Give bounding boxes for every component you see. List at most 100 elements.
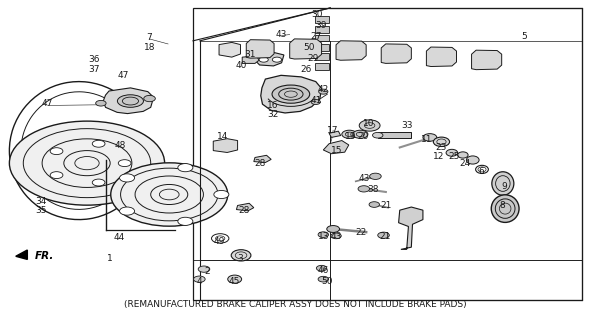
Circle shape [353,130,368,138]
Text: 42: 42 [318,85,329,94]
Polygon shape [426,47,456,67]
Bar [314,63,329,70]
Circle shape [378,232,389,238]
Text: 39: 39 [315,21,327,30]
Text: 1: 1 [108,254,113,263]
Text: 21: 21 [379,232,391,241]
Ellipse shape [9,121,165,205]
Text: 12: 12 [433,152,445,161]
Polygon shape [242,56,259,63]
Polygon shape [254,155,271,163]
Text: 10: 10 [363,119,375,128]
Text: 40: 40 [235,61,247,70]
Polygon shape [246,40,274,58]
Polygon shape [103,88,154,114]
Text: 28: 28 [254,159,265,168]
Circle shape [119,174,135,182]
Circle shape [194,276,205,282]
Polygon shape [255,52,284,66]
Text: 44: 44 [114,233,125,242]
Text: 34: 34 [35,197,46,206]
Text: 2: 2 [204,267,210,276]
Text: 33: 33 [401,121,413,130]
Text: 47: 47 [42,99,53,108]
Text: 25: 25 [448,152,459,161]
Text: 29: 29 [307,53,319,63]
Text: 23: 23 [436,143,447,152]
Circle shape [92,140,105,147]
Text: 37: 37 [89,65,100,74]
Bar [378,132,411,138]
Text: 35: 35 [35,206,47,215]
Circle shape [214,190,229,199]
Circle shape [50,172,63,179]
Ellipse shape [272,85,310,103]
Text: 15: 15 [332,146,343,155]
Circle shape [198,266,210,272]
Circle shape [423,134,437,141]
Text: 8: 8 [499,201,505,210]
Text: 50: 50 [321,277,333,286]
Circle shape [311,100,320,105]
Ellipse shape [492,172,514,195]
Text: 20: 20 [358,132,369,141]
Text: 36: 36 [89,55,100,64]
Circle shape [178,164,193,172]
Circle shape [92,179,105,186]
Text: 7: 7 [147,33,152,42]
Ellipse shape [446,149,457,156]
Bar [314,44,329,51]
Polygon shape [336,41,366,60]
Text: 41: 41 [310,96,322,105]
Text: 13: 13 [317,232,329,241]
Text: 43: 43 [330,232,342,241]
Circle shape [318,232,329,237]
Text: 48: 48 [115,141,126,150]
Text: 6: 6 [478,167,483,176]
Circle shape [178,217,193,225]
Text: 17: 17 [327,126,339,135]
Circle shape [358,186,369,192]
Ellipse shape [457,152,468,158]
Text: 47: 47 [117,71,129,80]
Ellipse shape [231,250,251,261]
Polygon shape [16,250,27,260]
Text: 43: 43 [358,174,369,183]
Ellipse shape [118,95,144,107]
Circle shape [96,100,106,106]
Ellipse shape [466,156,479,164]
Text: 3: 3 [237,254,243,263]
Text: 21: 21 [380,201,392,210]
Polygon shape [236,203,254,211]
Text: 49: 49 [213,237,225,246]
Circle shape [316,265,327,271]
Text: 14: 14 [217,132,229,141]
Circle shape [372,132,383,138]
Text: 50: 50 [304,43,315,52]
Text: 32: 32 [267,110,278,119]
Text: 43: 43 [276,30,287,39]
Circle shape [318,276,329,282]
Bar [314,26,329,33]
Text: FR.: FR. [35,251,54,261]
Text: 28: 28 [239,206,250,215]
Text: 30: 30 [312,10,323,19]
Text: 9: 9 [501,182,507,191]
Text: 22: 22 [355,228,366,236]
Bar [314,53,329,60]
Circle shape [119,207,135,215]
Ellipse shape [111,163,228,226]
Text: 31: 31 [244,51,255,60]
Circle shape [331,233,341,239]
Circle shape [369,173,381,180]
Bar [193,8,582,300]
Text: 19: 19 [345,132,357,141]
Text: (REMANUFACTURED BRAKE CALIPER ASSY DOES NOT INCLUDE BRAKE PADS): (REMANUFACTURED BRAKE CALIPER ASSY DOES … [124,300,467,309]
Polygon shape [472,50,502,70]
Polygon shape [323,140,349,154]
Polygon shape [329,131,340,137]
Circle shape [327,226,339,232]
Text: 26: 26 [300,65,311,74]
Text: 4: 4 [197,277,202,286]
Text: 5: 5 [521,32,527,41]
